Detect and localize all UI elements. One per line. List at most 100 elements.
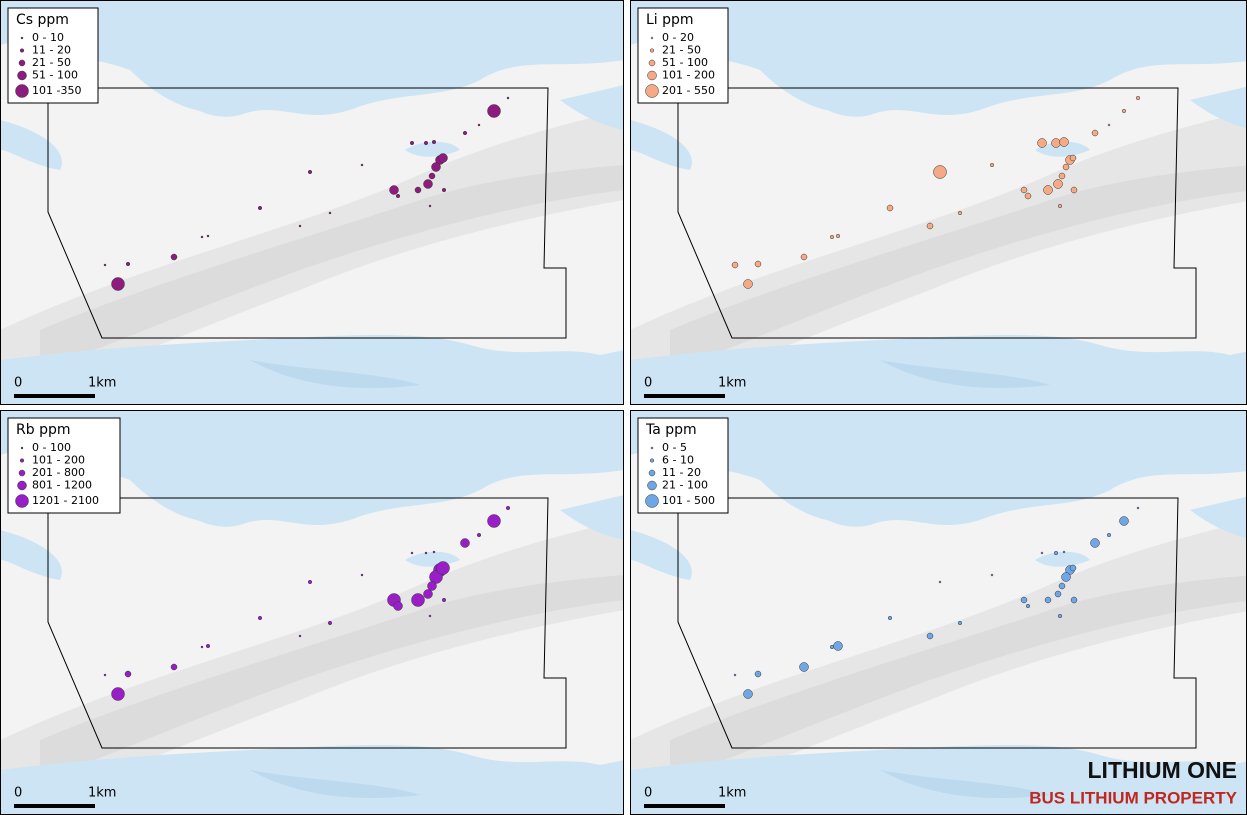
- sample-point: [424, 180, 433, 189]
- sample-point: [734, 674, 736, 676]
- legend-symbol: [651, 37, 653, 39]
- legend-title: Li ppm: [646, 12, 694, 28]
- sample-point: [201, 236, 203, 238]
- legend-symbol: [649, 470, 655, 476]
- sample-point: [125, 671, 131, 677]
- sample-point: [1054, 551, 1058, 555]
- sample-point: [744, 280, 753, 289]
- sample-point: [171, 664, 177, 670]
- sample-point: [396, 194, 400, 198]
- sample-point: [1021, 187, 1027, 193]
- sample-point: [488, 105, 501, 118]
- sample-point: [432, 163, 441, 172]
- sample-point: [425, 552, 427, 554]
- legend-symbol: [21, 37, 23, 39]
- sample-point: [439, 154, 448, 163]
- sample-point: [410, 141, 414, 145]
- sample-point: [1055, 591, 1061, 597]
- legend-item: 21 - 50: [32, 56, 71, 69]
- sample-point: [1045, 597, 1051, 603]
- legend-symbol: [650, 49, 654, 53]
- sample-point: [830, 235, 834, 239]
- sample-point: [308, 170, 312, 174]
- sample-point: [488, 515, 501, 528]
- legend-item: 0 - 10: [32, 31, 64, 44]
- sample-point: [258, 616, 262, 620]
- legend-symbol: [648, 71, 657, 80]
- sample-point: [1059, 583, 1065, 589]
- legend-title: Ta ppm: [645, 422, 697, 438]
- sample-point: [927, 223, 933, 229]
- sample-point: [1107, 533, 1111, 537]
- scale-start: 0: [644, 376, 652, 391]
- map-panel: Cs ppm0 - 1011 - 2021 - 5051 - 100101 -3…: [0, 0, 624, 405]
- map-panel: Li ppm0 - 2021 - 5051 - 100101 - 200201 …: [630, 0, 1247, 405]
- sample-point: [415, 187, 421, 193]
- legend-symbol: [19, 470, 25, 476]
- scale-end: 1km: [718, 786, 746, 801]
- sample-point: [991, 574, 993, 576]
- sample-point: [1026, 604, 1030, 608]
- sample-point: [1054, 180, 1063, 189]
- sample-point: [990, 163, 994, 167]
- legend-symbol: [21, 447, 23, 449]
- sample-point: [1021, 597, 1027, 603]
- sample-point: [411, 552, 413, 554]
- sample-point: [429, 205, 431, 207]
- sample-point: [732, 262, 738, 268]
- sample-point: [887, 205, 893, 211]
- sample-point: [888, 616, 892, 620]
- sample-point: [299, 225, 301, 227]
- sample-point: [207, 235, 209, 237]
- sample-point: [424, 590, 433, 599]
- sample-point: [1137, 507, 1139, 509]
- sample-point: [927, 633, 933, 639]
- map-panel: Ta ppm0 - 56 - 1011 - 2021 - 100101 - 50…: [630, 410, 1247, 815]
- sample-point: [1038, 139, 1047, 148]
- sample-point: [429, 173, 435, 179]
- sample-point: [800, 663, 809, 672]
- sample-point: [394, 602, 403, 611]
- sample-point: [112, 688, 125, 701]
- sample-point: [463, 131, 467, 135]
- sample-point: [104, 264, 106, 266]
- map-panel: Rb ppm0 - 100101 - 200201 - 800801 - 120…: [0, 410, 624, 815]
- sample-point: [361, 574, 363, 576]
- sample-point: [361, 164, 363, 166]
- sample-point: [755, 671, 761, 677]
- sample-point: [126, 262, 130, 266]
- sample-point: [744, 690, 753, 699]
- sample-point: [171, 254, 177, 260]
- sample-point: [201, 646, 203, 648]
- sample-point: [1070, 155, 1076, 161]
- sample-point: [428, 582, 437, 591]
- sample-point: [412, 594, 425, 607]
- legend-item: 801 - 1200: [32, 479, 92, 492]
- legend-symbol: [650, 459, 654, 463]
- legend-symbol: [18, 481, 27, 490]
- sample-point: [1052, 139, 1061, 148]
- legend-item: 0 - 5: [662, 441, 687, 454]
- sample-point: [424, 141, 428, 145]
- sample-point: [308, 580, 312, 584]
- scale-end: 1km: [718, 376, 746, 391]
- sample-point: [755, 261, 761, 267]
- sample-point: [1063, 164, 1069, 170]
- sample-point: [801, 254, 807, 260]
- legend-symbol: [646, 85, 659, 98]
- sample-point: [1071, 187, 1077, 193]
- page: Cs ppm0 - 1011 - 2021 - 5051 - 100101 -3…: [0, 0, 1247, 815]
- legend-item: 101 -350: [32, 84, 81, 97]
- legend-item: 11 - 20: [662, 466, 701, 479]
- legend-symbol: [16, 85, 29, 98]
- scale-end: 1km: [88, 376, 116, 391]
- sample-point: [834, 642, 843, 651]
- legend-item: 101 - 200: [32, 454, 85, 467]
- sample-point: [112, 278, 125, 291]
- sample-point: [477, 533, 481, 537]
- legend-title: Cs ppm: [16, 12, 69, 28]
- legend-item: 201 - 550: [662, 84, 715, 97]
- sample-point: [939, 581, 941, 583]
- sample-point: [437, 562, 450, 575]
- sample-point: [830, 645, 834, 649]
